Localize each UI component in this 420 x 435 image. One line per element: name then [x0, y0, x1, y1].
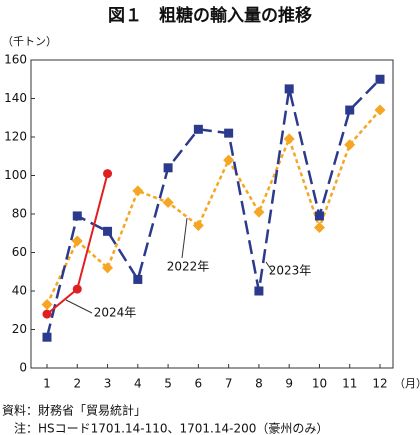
marker	[42, 332, 52, 342]
y-axis-label: （千トン）	[2, 35, 57, 48]
x-tick-label: 7	[225, 377, 233, 391]
y-tick-label: 120	[4, 130, 27, 144]
marker	[253, 206, 265, 218]
marker	[102, 262, 114, 274]
marker	[224, 128, 234, 138]
marker	[345, 105, 355, 115]
leader-line	[265, 261, 273, 272]
y-tick-label: 160	[4, 53, 27, 67]
y-tick-label: 140	[4, 91, 27, 105]
y-tick-label: 20	[12, 322, 27, 336]
marker	[72, 284, 82, 294]
marker	[192, 220, 204, 232]
marker	[193, 124, 203, 134]
x-tick-label: 8	[255, 377, 263, 391]
marker	[132, 185, 144, 197]
series-line	[45, 109, 381, 306]
marker	[223, 154, 235, 166]
y-tick-label: 80	[12, 207, 27, 221]
x-tick-label: 5	[164, 377, 172, 391]
y-tick-label: 40	[12, 284, 27, 298]
marker	[283, 133, 295, 145]
series-label: 2023年	[269, 264, 312, 278]
leader-line	[181, 217, 188, 259]
marker	[162, 196, 174, 208]
marker	[41, 298, 53, 310]
x-tick-label: 12	[372, 377, 387, 391]
source: 資料：財務省「貿易統計」	[2, 403, 146, 418]
x-tick-label: 1	[43, 377, 51, 391]
x-tick-label: 9	[285, 377, 293, 391]
series-line	[45, 78, 381, 338]
marker	[42, 309, 52, 319]
y-tick-label: 0	[19, 361, 27, 375]
leader-line	[65, 299, 93, 314]
x-tick-label: 10	[312, 377, 327, 391]
y-tick-label: 100	[4, 168, 27, 182]
series-label: 2022年	[167, 260, 210, 274]
note: 注：HSコード1701.14-110、1701.14-200（豪州のみ）	[2, 421, 328, 435]
series-label: 2024年	[94, 306, 137, 320]
marker	[313, 221, 325, 233]
marker	[374, 104, 386, 116]
y-tick-label: 60	[12, 245, 27, 259]
marker	[103, 226, 113, 236]
x-tick-label: 6	[195, 377, 203, 391]
marker	[72, 211, 82, 221]
x-tick-label: 3	[104, 377, 112, 391]
marker	[284, 84, 294, 94]
marker	[133, 274, 143, 284]
x-tick-label: 4	[134, 377, 142, 391]
x-axis-label: （月）	[394, 377, 420, 390]
marker	[344, 139, 356, 151]
marker	[103, 169, 113, 179]
marker	[375, 74, 385, 84]
chart-title: 図１ 粗糖の輸入量の推移	[108, 5, 312, 26]
marker	[254, 286, 264, 296]
plot-frame	[30, 59, 394, 369]
marker	[71, 235, 83, 247]
marker	[314, 211, 324, 221]
x-tick-label: 2	[73, 377, 81, 391]
x-tick-label: 11	[342, 377, 357, 391]
marker	[163, 163, 173, 173]
